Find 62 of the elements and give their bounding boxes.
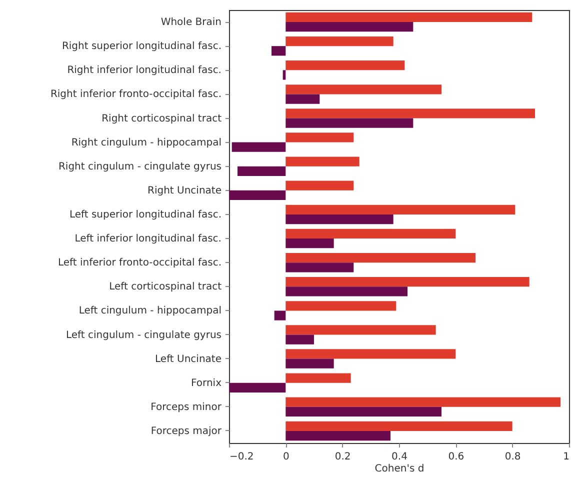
bar bbox=[286, 132, 354, 142]
x-tick-label: 0.4 bbox=[392, 452, 408, 462]
bar bbox=[286, 301, 396, 311]
bar bbox=[286, 286, 408, 296]
y-tick-label: Left Uncinate bbox=[155, 354, 222, 365]
bar bbox=[286, 421, 512, 431]
y-tick-label: Right inferior fronto-occipital fasc. bbox=[50, 89, 222, 100]
bar bbox=[286, 12, 532, 22]
y-tick-label: Left inferior longitudinal fasc. bbox=[74, 234, 222, 245]
bar bbox=[286, 60, 405, 70]
y-tick-label: Right cingulum - cingulate gyrus bbox=[58, 161, 222, 172]
y-tick-label: Fornix bbox=[191, 378, 222, 389]
bar bbox=[286, 334, 314, 344]
y-tick-label: Left superior longitudinal fasc. bbox=[69, 209, 222, 220]
y-tick-label: Whole Brain bbox=[160, 17, 222, 28]
y-tick-label: Right corticospinal tract bbox=[102, 113, 222, 124]
x-axis-title: Cohen's d bbox=[374, 464, 424, 474]
bar bbox=[286, 94, 320, 104]
y-tick-label: Forceps major bbox=[150, 426, 222, 437]
bar bbox=[232, 142, 286, 152]
bar bbox=[286, 349, 456, 359]
y-tick-label: Right inferior longitudinal fasc. bbox=[67, 65, 222, 76]
bar bbox=[282, 70, 286, 80]
bar bbox=[286, 214, 394, 224]
bar bbox=[286, 262, 354, 272]
bar bbox=[286, 325, 436, 335]
bar bbox=[286, 156, 360, 166]
bar bbox=[286, 118, 414, 128]
bar bbox=[286, 406, 442, 417]
x-tick-label: 1 bbox=[563, 452, 570, 462]
y-tick-label: Left inferior fronto-occipital fasc. bbox=[58, 258, 222, 269]
bar bbox=[229, 190, 286, 200]
x-tick-label: 0.2 bbox=[334, 452, 351, 462]
y-tick-label: Right cingulum - hippocampal bbox=[71, 137, 222, 148]
bar bbox=[286, 180, 354, 190]
bar bbox=[286, 22, 414, 32]
y-tick-label: Forceps minor bbox=[150, 402, 222, 413]
bar bbox=[274, 310, 286, 320]
bar bbox=[286, 373, 351, 383]
y-tick-label: Right superior longitudinal fasc. bbox=[62, 41, 222, 52]
bar bbox=[286, 238, 334, 248]
bar bbox=[286, 397, 560, 407]
bar bbox=[286, 108, 535, 118]
bar bbox=[286, 228, 456, 239]
bar bbox=[286, 36, 394, 46]
bar bbox=[286, 204, 516, 214]
bar bbox=[272, 46, 286, 56]
bar bbox=[238, 166, 286, 176]
x-tick-label: 0.8 bbox=[504, 452, 521, 462]
x-tick-label: 0.6 bbox=[448, 452, 464, 462]
x-tick-label: 0 bbox=[282, 452, 290, 462]
bar bbox=[286, 252, 476, 263]
y-tick-label: Right Uncinate bbox=[148, 185, 222, 196]
bar bbox=[286, 277, 530, 287]
y-tick-label: Left cingulum - hippocampal bbox=[78, 306, 222, 317]
y-tick-label: Left cingulum - cingulate gyrus bbox=[66, 330, 222, 341]
bar bbox=[286, 430, 390, 441]
y-tick-label: Left corticospinal tract bbox=[109, 282, 222, 293]
bar bbox=[286, 358, 334, 368]
x-tick-label: −0.2 bbox=[230, 452, 254, 462]
bar bbox=[286, 84, 442, 94]
bar bbox=[229, 382, 286, 392]
